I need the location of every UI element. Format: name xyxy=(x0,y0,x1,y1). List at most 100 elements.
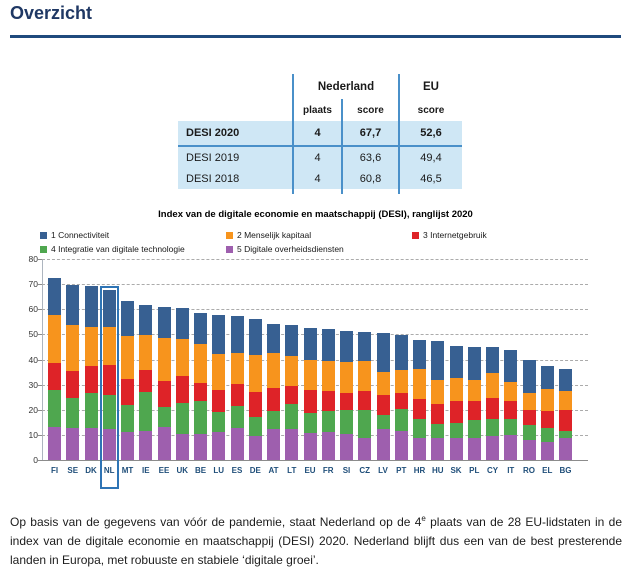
bar-segment xyxy=(321,431,335,460)
bar-segment xyxy=(303,390,317,413)
bar-segment xyxy=(139,304,153,335)
bar-segment xyxy=(121,301,134,337)
bar-segment xyxy=(413,340,426,369)
bar-segment xyxy=(157,426,171,460)
bar-segment xyxy=(321,361,335,392)
bar-segment xyxy=(157,306,171,339)
bar-segment xyxy=(194,312,207,345)
bar-segment xyxy=(340,410,353,434)
bar-segment xyxy=(522,359,536,393)
bar-segment xyxy=(230,383,244,407)
bar-segment xyxy=(559,368,572,392)
table-border-tail xyxy=(178,189,462,194)
x-axis-label: NL xyxy=(103,466,115,475)
tail-cell xyxy=(398,189,462,194)
bar-segment xyxy=(413,399,426,420)
bar-segment xyxy=(394,369,408,393)
bar-segment xyxy=(449,422,463,439)
x-axis-label: CY xyxy=(486,466,499,475)
subheader-plaats: plaats xyxy=(292,99,341,121)
cell-eu-score: 52,6 xyxy=(398,121,462,145)
bar-segment xyxy=(102,395,116,430)
legend-color-swatch xyxy=(226,245,233,253)
bar-segment xyxy=(376,371,390,395)
bar-segment xyxy=(431,424,445,438)
col-group-nederland: Nederland xyxy=(292,74,398,99)
x-axis-label: IE xyxy=(141,466,150,475)
bar-segment xyxy=(285,385,299,404)
cell-eu-score: 49,4 xyxy=(398,147,462,168)
bar-segment xyxy=(212,390,226,413)
x-axis-label: LV xyxy=(378,466,388,475)
x-axis-label: ES xyxy=(231,466,243,475)
y-axis-tick xyxy=(38,460,42,461)
bar-segment xyxy=(449,346,463,379)
nl-highlight-box xyxy=(99,285,119,489)
bar-segment xyxy=(486,398,499,419)
row-label: DESI 2018 xyxy=(186,172,240,185)
bar-segment xyxy=(157,338,171,381)
bar-segment xyxy=(102,429,116,460)
x-axis-label: EL xyxy=(542,466,553,475)
gridline xyxy=(42,284,588,286)
x-axis-label: EE xyxy=(158,466,170,475)
cell-plaats: 4 xyxy=(292,121,341,145)
y-axis-label: 20 xyxy=(28,404,38,415)
bar-segment xyxy=(413,419,426,439)
x-axis-label: FR xyxy=(322,466,334,475)
bar-segment xyxy=(358,409,372,438)
summary-table: Nederland EU plaats score score DESI 202… xyxy=(178,74,462,194)
cell-plaats: 4 xyxy=(292,168,341,189)
table-header-row-sub: plaats score score xyxy=(178,99,462,121)
bar-segment xyxy=(175,375,189,403)
bar-segment xyxy=(230,315,244,354)
bar-segment xyxy=(504,419,518,435)
bar-segment xyxy=(139,392,153,432)
bar-segment xyxy=(449,378,463,402)
bar-segment xyxy=(121,379,134,406)
bar-segment xyxy=(559,391,572,410)
x-axis-label: BE xyxy=(194,466,207,475)
bar-segment xyxy=(121,431,134,460)
bar-segment xyxy=(358,361,372,392)
y-axis-tick xyxy=(38,409,42,411)
bar-segment xyxy=(486,347,499,374)
bar-segment xyxy=(248,435,262,460)
legend-item: 4 Integratie van digitale technologie xyxy=(40,244,185,254)
x-axis-label: SK xyxy=(450,466,462,475)
bar-segment xyxy=(376,429,390,460)
x-axis-label: MT xyxy=(121,466,134,475)
x-axis-label: DE xyxy=(249,466,261,475)
chart-title: Index van de digitale economie en maatsc… xyxy=(158,209,473,220)
bar-segment xyxy=(358,332,372,362)
y-axis-tick xyxy=(38,259,42,260)
bar-segment xyxy=(394,392,408,410)
x-axis-line xyxy=(42,460,588,461)
y-axis-label: 80 xyxy=(28,254,38,264)
bar-segment xyxy=(267,411,280,430)
x-axis-label: AT xyxy=(268,466,279,475)
y-axis-tick xyxy=(38,309,42,311)
cell-score: 63,6 xyxy=(341,147,398,168)
bar-segment xyxy=(248,319,262,356)
chart-plot-area: 0 10 20 30 40 50 60 70 80 FI SE DK NL MT IE EE UK BE LU ES D… xyxy=(29,254,588,489)
table-divider-line xyxy=(178,145,462,147)
x-axis-label: FI xyxy=(50,466,59,475)
legend-label: 4 Integratie van digitale technologie xyxy=(51,244,185,254)
bar-segment xyxy=(522,409,536,426)
row-label: DESI 2020 xyxy=(186,127,240,139)
x-axis-label: SI xyxy=(342,466,351,475)
legend-label: 3 Internetgebruik xyxy=(423,230,487,240)
legend-item: 5 Digitale overheidsdiensten xyxy=(226,244,344,254)
cell-eu-score: 46,5 xyxy=(398,168,462,189)
bar-segment xyxy=(522,392,536,410)
bar-segment xyxy=(267,429,280,460)
x-axis-label: CZ xyxy=(359,466,371,475)
bar-segment xyxy=(139,334,153,371)
bar-segment xyxy=(230,353,244,384)
bar-segment xyxy=(121,336,134,380)
bar-segment xyxy=(504,350,518,382)
bar-segment xyxy=(321,391,335,412)
x-axis-label: IT xyxy=(507,466,515,475)
x-axis-label: DK xyxy=(85,466,97,475)
